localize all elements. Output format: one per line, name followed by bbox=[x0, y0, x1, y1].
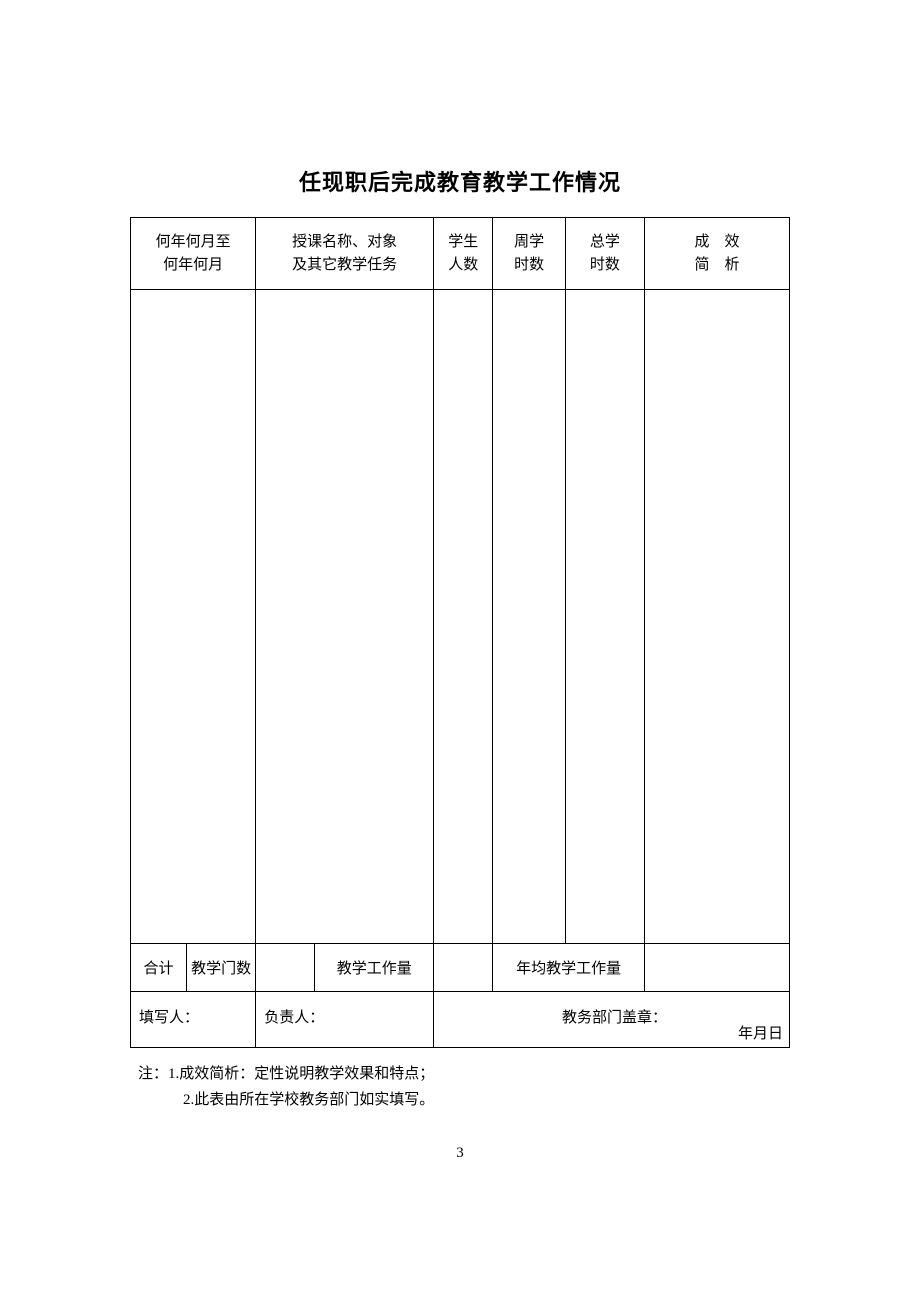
totals-teaching-count-label: 教学门数 bbox=[187, 944, 256, 992]
totals-label: 合计 bbox=[131, 944, 187, 992]
body-weekly-hours bbox=[493, 290, 565, 944]
header-weekly-l1: 周学 bbox=[514, 234, 544, 250]
body-course bbox=[256, 290, 434, 944]
totals-avg-workload-value bbox=[644, 944, 789, 992]
notes-section: 注：1.成效简析：定性说明教学效果和特点； 2.此表由所在学校教务部门如实填写。 bbox=[130, 1062, 790, 1113]
page-title: 任现职后完成教育教学工作情况 bbox=[130, 165, 790, 197]
table-body-row bbox=[131, 290, 790, 944]
notes-line2: 2.此表由所在学校教务部门如实填写。 bbox=[138, 1088, 790, 1114]
signature-filler: 填写人： bbox=[131, 992, 256, 1048]
notes-line1: 注：1.成效简析：定性说明教学效果和特点； bbox=[138, 1062, 790, 1088]
signature-responsible: 负责人： bbox=[256, 992, 434, 1048]
header-course-l1: 授课名称、对象 bbox=[292, 234, 397, 250]
responsible-label: 负责人： bbox=[264, 1010, 324, 1026]
table-header-row: 何年何月至 何年何月 授课名称、对象 及其它教学任务 学生 人数 周学 时数 总… bbox=[131, 218, 790, 290]
header-students: 学生 人数 bbox=[434, 218, 493, 290]
totals-workload-value bbox=[434, 944, 493, 992]
teaching-work-table: 何年何月至 何年何月 授课名称、对象 及其它教学任务 学生 人数 周学 时数 总… bbox=[130, 217, 790, 1048]
header-period: 何年何月至 何年何月 bbox=[131, 218, 256, 290]
filler-label: 填写人： bbox=[139, 1010, 199, 1026]
header-students-l2: 人数 bbox=[448, 257, 478, 273]
table-totals-row: 合计 教学门数 教学工作量 年均教学工作量 bbox=[131, 944, 790, 992]
totals-workload-label: 教学工作量 bbox=[315, 944, 434, 992]
header-effect-l1: 成 效 bbox=[694, 234, 739, 250]
signature-stamp: 教务部门盖章： 年月日 bbox=[434, 992, 790, 1048]
body-total-hours bbox=[565, 290, 644, 944]
header-course-l2: 及其它教学任务 bbox=[292, 257, 397, 273]
header-total-l2: 时数 bbox=[590, 257, 620, 273]
header-total-l1: 总学 bbox=[590, 234, 620, 250]
header-course: 授课名称、对象 及其它教学任务 bbox=[256, 218, 434, 290]
header-period-l2: 何年何月 bbox=[163, 257, 223, 273]
header-weekly-hours: 周学 时数 bbox=[493, 218, 565, 290]
header-total-hours: 总学 时数 bbox=[565, 218, 644, 290]
body-effect bbox=[644, 290, 789, 944]
header-weekly-l2: 时数 bbox=[514, 257, 544, 273]
header-period-l1: 何年何月至 bbox=[156, 234, 231, 250]
document-page: 任现职后完成教育教学工作情况 何年何月至 何年何月 授课名称、对象 及其它教学任… bbox=[0, 0, 920, 1113]
header-effect: 成 效 简 析 bbox=[644, 218, 789, 290]
stamp-label: 教务部门盖章： bbox=[442, 1006, 787, 1027]
body-period bbox=[131, 290, 256, 944]
page-number: 3 bbox=[0, 1145, 920, 1162]
header-effect-l2: 简 析 bbox=[694, 257, 739, 273]
header-students-l1: 学生 bbox=[448, 234, 478, 250]
table-signature-row: 填写人： 负责人： 教务部门盖章： 年月日 bbox=[131, 992, 790, 1048]
totals-teaching-count-value bbox=[256, 944, 315, 992]
date-label: 年月日 bbox=[738, 1022, 783, 1043]
body-students bbox=[434, 290, 493, 944]
totals-avg-workload-label: 年均教学工作量 bbox=[493, 944, 645, 992]
